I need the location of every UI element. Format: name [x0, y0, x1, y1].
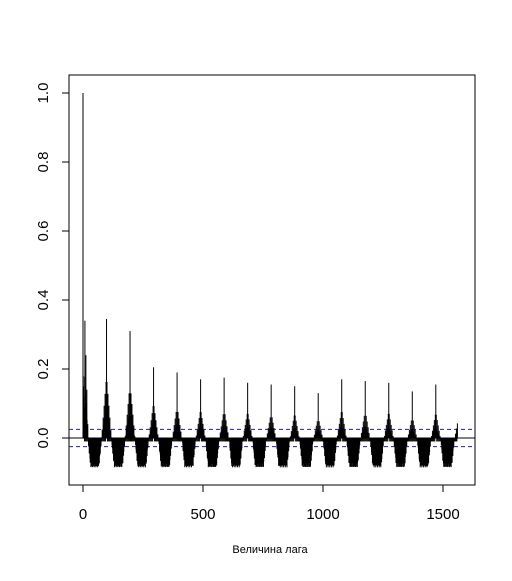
x-tick-label: 1500 [426, 506, 459, 523]
y-tick-label: 0.0 [35, 428, 52, 449]
y-tick-label: 1.0 [35, 83, 52, 104]
x-tick-label: 500 [190, 506, 215, 523]
y-axis: 0.0 0.2 0.4 0.6 0.8 1.0 [35, 83, 69, 449]
x-axis-title: Величина лага [232, 544, 308, 556]
x-tick-label: 1000 [306, 506, 339, 523]
x-axis: 0 500 1000 1500 [79, 484, 460, 523]
y-tick-label: 0.4 [35, 290, 52, 311]
y-tick-label: 0.6 [35, 221, 52, 242]
y-tick-label: 0.8 [35, 152, 52, 173]
y-tick-label: 0.2 [35, 359, 52, 380]
acf-bars [82, 93, 458, 468]
x-tick-label: 0 [79, 506, 87, 523]
